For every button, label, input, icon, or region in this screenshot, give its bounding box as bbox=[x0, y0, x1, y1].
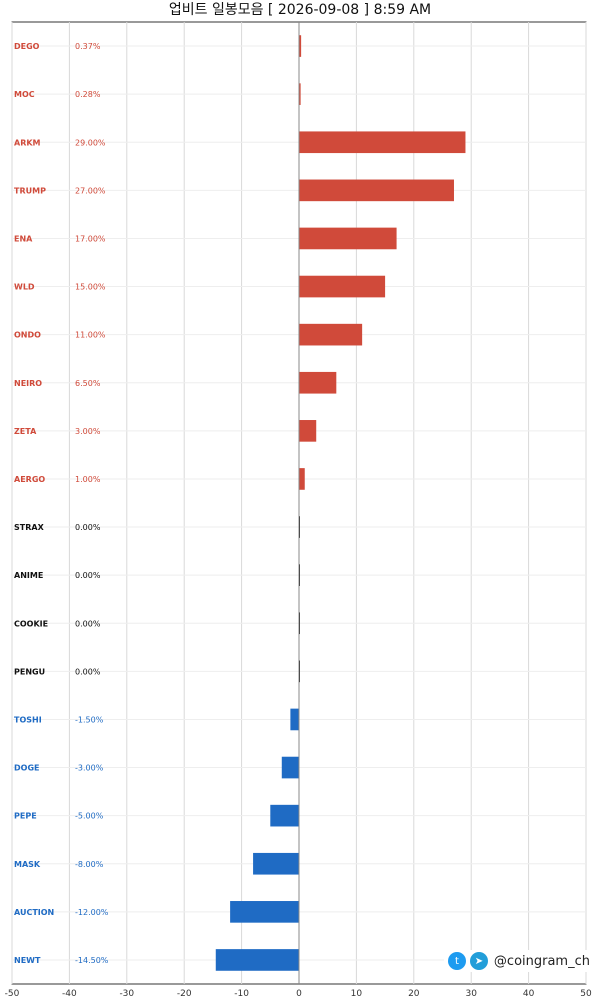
bar-value-label: 0.00% bbox=[75, 571, 101, 580]
x-tick-label: -50 bbox=[5, 989, 20, 999]
bar bbox=[253, 852, 299, 875]
bar bbox=[215, 949, 299, 971]
x-tick-label: 20 bbox=[408, 989, 420, 999]
x-tick-label: -10 bbox=[234, 989, 249, 999]
bar-value-label: 0.00% bbox=[75, 619, 101, 628]
bar bbox=[299, 179, 454, 202]
bar-category-label: ZETA bbox=[14, 427, 37, 436]
bar bbox=[299, 227, 397, 250]
bar-value-label: -8.00% bbox=[75, 860, 104, 869]
bar-category-label: DOGE bbox=[14, 764, 39, 773]
label-layer: DEGO 0.37% MOC 0.28% ARKM 29.00% TRUMP 27.00% EN… bbox=[14, 42, 109, 965]
bar-category-label: NEWT bbox=[14, 956, 41, 965]
bar bbox=[299, 275, 386, 298]
bar-value-label: 11.00% bbox=[75, 331, 106, 340]
bar bbox=[299, 468, 305, 490]
bar-value-label: 1.00% bbox=[75, 475, 101, 484]
x-tick-label: 30 bbox=[465, 989, 477, 999]
watermark-handle: @coingram_ch bbox=[493, 953, 590, 969]
bar-value-label: 15.00% bbox=[75, 283, 106, 292]
x-tick-label: 0 bbox=[296, 989, 302, 999]
bar-category-label: PEPE bbox=[14, 812, 37, 821]
bar-value-label: 6.50% bbox=[75, 379, 101, 388]
bar-layer bbox=[215, 35, 466, 971]
telegram-icon: ➤ bbox=[469, 952, 488, 970]
bar-category-label: MASK bbox=[14, 860, 41, 869]
bar bbox=[299, 323, 363, 346]
bar-category-label: ARKM bbox=[14, 138, 41, 147]
bar bbox=[299, 131, 466, 154]
bar-value-label: -1.50% bbox=[75, 715, 104, 724]
chart-title: 업비트 일봉모음 [ 2026-09-08 ] 8:59 AM bbox=[168, 2, 432, 18]
bar-category-label: NEIRO bbox=[14, 379, 42, 388]
bar-value-label: 17.00% bbox=[75, 234, 106, 243]
bar-value-label: -14.50% bbox=[75, 956, 109, 965]
bar-category-label: ONDO bbox=[14, 331, 41, 340]
x-tick-label: 40 bbox=[523, 989, 535, 999]
watermark-badge: t ➤ @coingram_ch bbox=[443, 950, 594, 972]
x-tick-label: -40 bbox=[62, 989, 77, 999]
bar-category-label: AERGO bbox=[14, 475, 45, 484]
bar-category-label: ANIME bbox=[14, 571, 43, 580]
x-axis: -50 -40 -30 -20 -10 0 10 20 30 40 50 bbox=[5, 22, 592, 999]
bar-value-label: 0.37% bbox=[75, 42, 101, 51]
bar-category-label: AUCTION bbox=[14, 908, 54, 917]
bar-value-label: -12.00% bbox=[75, 908, 109, 917]
bar-category-label: MOC bbox=[14, 90, 35, 99]
bar-value-label: 29.00% bbox=[75, 138, 106, 147]
x-tick-label: -20 bbox=[177, 989, 192, 999]
bar bbox=[299, 371, 337, 394]
bar-value-label: 27.00% bbox=[75, 186, 106, 195]
x-tick-label: 10 bbox=[351, 989, 363, 999]
bar bbox=[299, 83, 301, 105]
bar-value-label: 3.00% bbox=[75, 427, 101, 436]
bar bbox=[230, 901, 299, 923]
bar bbox=[299, 420, 317, 442]
bar bbox=[290, 708, 299, 731]
bar bbox=[270, 804, 299, 827]
bar-category-label: TRUMP bbox=[14, 186, 46, 195]
bar-value-label: -3.00% bbox=[75, 764, 104, 773]
bar-category-label: PENGU bbox=[14, 667, 45, 676]
bar-category-label: WLD bbox=[14, 283, 35, 292]
twitter-icon: t bbox=[447, 952, 466, 970]
bar bbox=[281, 756, 299, 779]
bar-value-label: 0.00% bbox=[75, 523, 101, 532]
bar bbox=[299, 35, 302, 57]
bar-category-label: COOKIE bbox=[14, 619, 48, 628]
x-tick-label: -30 bbox=[119, 989, 134, 999]
bar-value-label: 0.00% bbox=[75, 667, 101, 676]
bar-category-label: ENA bbox=[14, 234, 33, 243]
bar-value-label: -5.00% bbox=[75, 812, 104, 821]
bar-category-label: STRAX bbox=[14, 523, 45, 532]
bar-category-label: TOSHI bbox=[14, 715, 42, 724]
x-tick-label: 50 bbox=[580, 989, 592, 999]
bar-value-label: 0.28% bbox=[75, 90, 101, 99]
bar-category-label: DEGO bbox=[14, 42, 40, 51]
